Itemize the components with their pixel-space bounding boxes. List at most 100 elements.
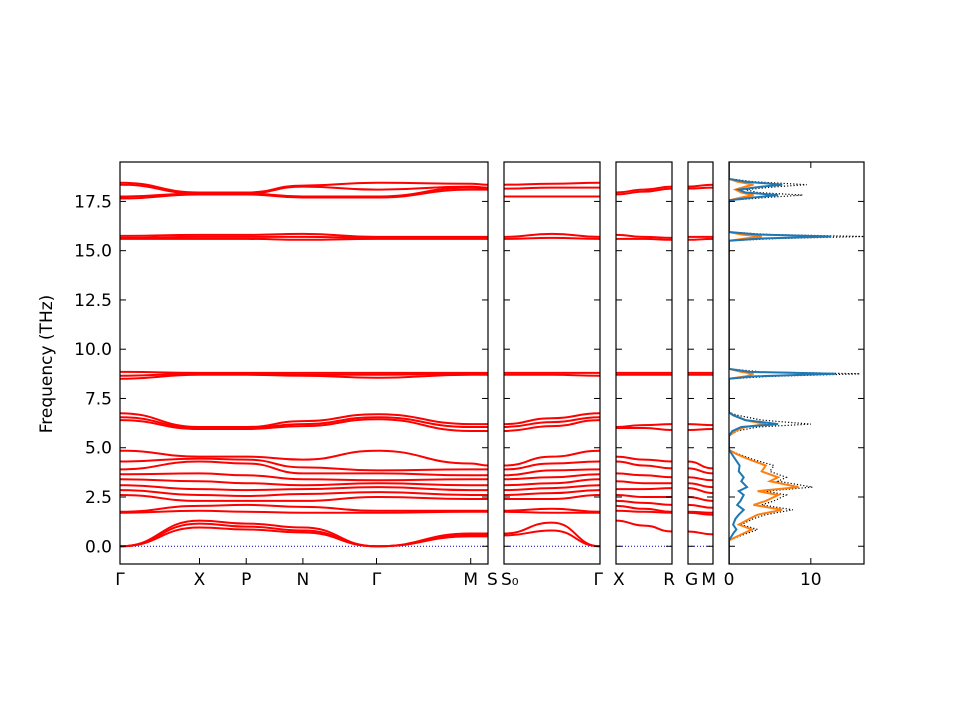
phonon-band-8 — [504, 416, 600, 428]
phonon-band-15 — [688, 510, 713, 514]
phonon-band-8 — [616, 455, 672, 463]
phonon-band-15 — [616, 504, 672, 513]
phonon-band-11 — [616, 480, 672, 485]
phonon-band-14 — [120, 457, 488, 472]
band-lines — [688, 183, 713, 547]
band-lines — [120, 181, 488, 548]
phonon-band-14 — [504, 478, 600, 487]
dos-curve-2 — [729, 162, 836, 564]
phonon-band-12 — [616, 487, 672, 491]
y-tick-label: 5.0 — [85, 439, 112, 459]
phonon-band-16 — [688, 511, 713, 516]
phonon-band-10 — [688, 476, 713, 482]
phonon-band-16 — [504, 489, 600, 496]
path-label-M: M — [701, 570, 716, 590]
phonon-band-7 — [120, 370, 488, 374]
path-label-Γ: Γ — [594, 570, 604, 590]
path-label-X: X — [194, 570, 206, 590]
phonon-band-6 — [504, 373, 600, 377]
phonon-band-13 — [120, 449, 488, 467]
phonon-band-3 — [616, 237, 672, 241]
y-tick-label: 0.0 — [85, 537, 112, 557]
phonon-band-4 — [504, 236, 600, 240]
phonon-band-13 — [504, 473, 600, 481]
y-axis-label: Frequency (THz) — [37, 295, 57, 434]
path-label-M: M — [463, 570, 478, 590]
phonon-band-3 — [504, 232, 600, 238]
dos-x-tick-label: 0 — [724, 570, 735, 590]
path-label-N: N — [297, 570, 310, 590]
phonon-band-10 — [616, 472, 672, 479]
phonon-band-17 — [616, 519, 672, 533]
phonon-band-12 — [504, 468, 600, 477]
path-label-X: X — [613, 570, 625, 590]
phonon-band-7 — [616, 427, 672, 431]
y-tick-label: 2.5 — [85, 488, 112, 508]
phonon-band-9 — [616, 460, 672, 470]
phonon-band-15 — [504, 484, 600, 492]
phonon-band-2 — [616, 233, 672, 239]
phonon-band-3 — [120, 188, 488, 200]
phonon-band-6 — [120, 237, 488, 241]
panel-frame — [615, 161, 673, 565]
band-lines — [504, 181, 600, 548]
phonon-band-14 — [688, 503, 713, 509]
panels-layer: 0.02.55.07.510.012.515.017.5Γ X P N Γ M S S₀ Γ X R… — [74, 161, 865, 590]
dos-curve-0 — [729, 162, 864, 564]
dos-frame — [728, 161, 865, 565]
y-tick-label: 7.5 — [85, 389, 112, 409]
dos-curves — [729, 162, 864, 564]
phonon-band-18 — [120, 484, 488, 492]
phonon-band-5 — [120, 235, 488, 239]
path-label-G: G — [685, 570, 698, 590]
panel-frame — [687, 161, 714, 565]
path-label-Γ: Γ — [115, 570, 125, 590]
phonon-band-12 — [120, 418, 488, 432]
phonon-band-9 — [504, 419, 600, 432]
phonon-band-6 — [616, 423, 672, 428]
phonon-band-1 — [504, 186, 600, 190]
phonon-band-13 — [688, 496, 713, 502]
phonon-band-6 — [688, 423, 713, 427]
phonon-band-16 — [616, 509, 672, 514]
phonon-band-12 — [688, 487, 713, 495]
phonon-band-1 — [616, 187, 672, 196]
phonon-band-0 — [120, 181, 488, 194]
phonon-band-10 — [504, 449, 600, 467]
phonon-band-9 — [688, 467, 713, 475]
phonon-band-21 — [504, 529, 600, 548]
phonon-band-14 — [616, 499, 672, 506]
phonon-band-17 — [120, 478, 488, 487]
path-label-S: S — [487, 570, 498, 590]
y-tick-label: 12.5 — [74, 291, 112, 311]
path-label-S₀: S₀ — [501, 570, 519, 590]
phonon-band-16 — [120, 472, 488, 482]
phonon-band-11 — [504, 460, 600, 471]
band-panel-gamma-to-s: 0.0 2.5 5.0 7.5 10.0 12.5 15.0 17.5 Γ X P N Γ M S — [74, 161, 498, 590]
phonon-band-0 — [504, 181, 600, 186]
y-tick-label: 10.0 — [74, 340, 112, 360]
band-panel-s0-to-gamma: S₀ Γ — [501, 161, 604, 590]
phonon-band-0 — [616, 185, 672, 194]
phonon-band-19 — [504, 510, 600, 514]
phonon-band-20 — [120, 494, 488, 502]
phonon-band-13 — [616, 494, 672, 499]
phonon-band-11 — [688, 482, 713, 489]
phonon-band-18 — [504, 507, 600, 513]
y-tick-label: 15.0 — [74, 242, 112, 262]
path-label-Γ: Γ — [372, 570, 382, 590]
phonon-band-25 — [120, 526, 488, 548]
phonon-band-9 — [120, 373, 488, 380]
phonon-band-17 — [504, 494, 600, 500]
phonon-band-20 — [504, 521, 600, 548]
phonon-band-0 — [688, 183, 713, 188]
phonon-band-7 — [504, 412, 600, 426]
phonon-band-17 — [688, 530, 713, 536]
panel-frame — [119, 161, 489, 565]
path-label-R: R — [663, 570, 675, 590]
phonon-band-1 — [688, 186, 713, 190]
phonon-band-7 — [688, 428, 713, 431]
phonon-band-22 — [120, 509, 488, 514]
